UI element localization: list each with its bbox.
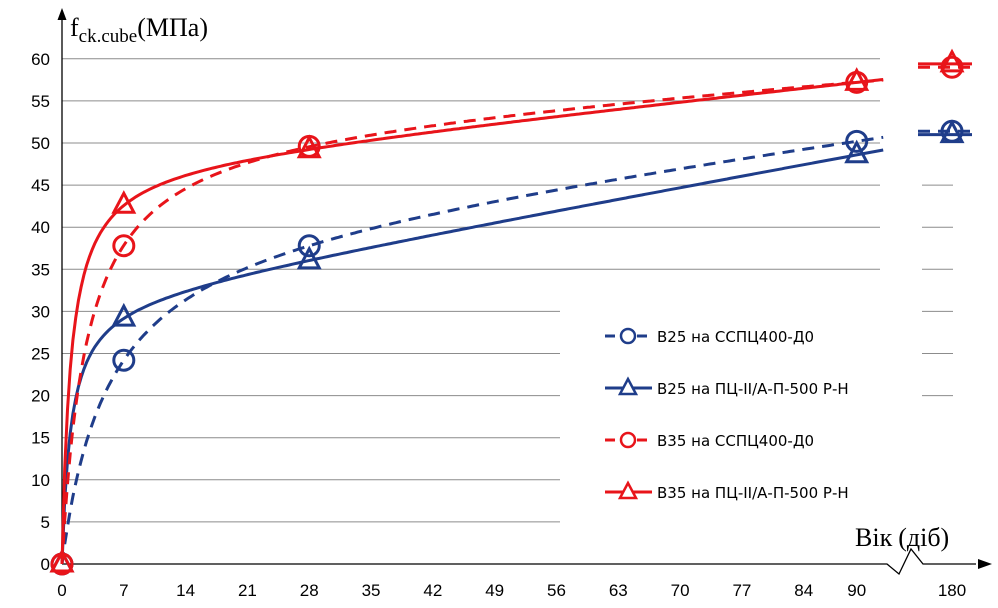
x-tick-21: 21 [238, 581, 257, 600]
series-line-3 [60, 78, 884, 565]
x-tick-35: 35 [362, 581, 381, 600]
x-tick-90: 90 [847, 581, 866, 600]
legend: B25 на ССПЦ400-Д0 B25 на ПЦ-ІІ/А-П-500 Р-… [605, 327, 849, 502]
marker-s4-28 [296, 134, 322, 159]
x-tick-70: 70 [671, 581, 690, 600]
x-tick-7: 7 [119, 581, 128, 600]
marker-s2-28 [296, 245, 322, 270]
marker-s1-28 [297, 234, 321, 258]
x-axis-title: Вік (діб) [855, 523, 949, 552]
legend-label-3: B35 на ССПЦ400-Д0 [657, 432, 814, 450]
y-tick-30: 30 [31, 302, 50, 321]
series-line-2 [60, 148, 884, 565]
y-tick-20: 20 [31, 387, 50, 406]
y-tick-40: 40 [31, 218, 50, 237]
marker-s1-7 [112, 348, 136, 372]
x-axis-arrow [978, 559, 992, 569]
y-tick-5: 5 [41, 513, 50, 532]
x-tick-0: 0 [57, 581, 66, 600]
x-axis-break [876, 547, 976, 576]
y-axis-title-unit: (МПа) [137, 13, 208, 42]
x-tick-14: 14 [176, 581, 195, 600]
marker-s3-7 [112, 234, 136, 258]
y-tick-60: 60 [31, 50, 50, 69]
legend-label-2: B25 на ПЦ-ІІ/А-П-500 Р-Н [657, 380, 849, 398]
marker-s2-180 [939, 119, 965, 144]
x-tick-63: 63 [609, 581, 628, 600]
series-line-1 [60, 135, 884, 565]
marker-s4-7 [111, 190, 137, 214]
marker-s3-180 [940, 55, 964, 79]
legend-marker-4 [617, 480, 639, 500]
x-tick-labels: 0 7 14 21 28 35 42 49 56 63 70 77 84 90 180 [57, 581, 966, 600]
x-tick-84: 84 [794, 581, 813, 600]
x-tick-56: 56 [547, 581, 566, 600]
y-tick-55: 55 [31, 92, 50, 111]
marker-s2-7 [111, 302, 137, 327]
x-tick-49: 49 [485, 581, 504, 600]
y-tick-25: 25 [31, 345, 50, 364]
axes [57, 8, 992, 576]
x-tick-42: 42 [423, 581, 442, 600]
y-tick-0: 0 [41, 555, 50, 574]
x-tick-180: 180 [938, 581, 966, 600]
series-line-4 [60, 78, 884, 565]
x-tick-77: 77 [732, 581, 751, 600]
marker-s2-90 [844, 139, 870, 164]
series-group [49, 48, 972, 576]
legend-marker-1 [619, 327, 637, 345]
marker-s4-0 [49, 548, 75, 573]
y-tick-15: 15 [31, 429, 50, 448]
y-tick-10: 10 [31, 471, 50, 490]
marker-s4-90 [844, 67, 870, 91]
legend-marker-2 [617, 376, 639, 396]
y-axis-arrow [57, 8, 67, 20]
legend-label-4: B35 на ПЦ-ІІ/А-П-500 Р-Н [657, 484, 849, 502]
y-axis-title-main: f [70, 13, 79, 42]
legend-marker-3 [619, 431, 637, 449]
legend-label-1: B25 на ССПЦ400-Д0 [657, 328, 814, 346]
x-axis-title-main: Вік [855, 523, 893, 552]
x-tick-28: 28 [300, 581, 319, 600]
marker-s1-90 [845, 129, 869, 153]
y-tick-35: 35 [31, 260, 50, 279]
y-tick-labels: 0 5 10 15 20 25 30 35 40 45 50 55 60 [31, 50, 50, 574]
marker-s4-180 [939, 48, 965, 73]
x-axis-title-unit: (діб) [898, 523, 949, 552]
y-axis-title: fck.cube(МПа) [70, 13, 208, 47]
y-tick-45: 45 [31, 176, 50, 195]
y-axis-title-subscript: ck.cube [79, 26, 138, 47]
y-tick-50: 50 [31, 134, 50, 153]
grid-lines [62, 58, 953, 523]
